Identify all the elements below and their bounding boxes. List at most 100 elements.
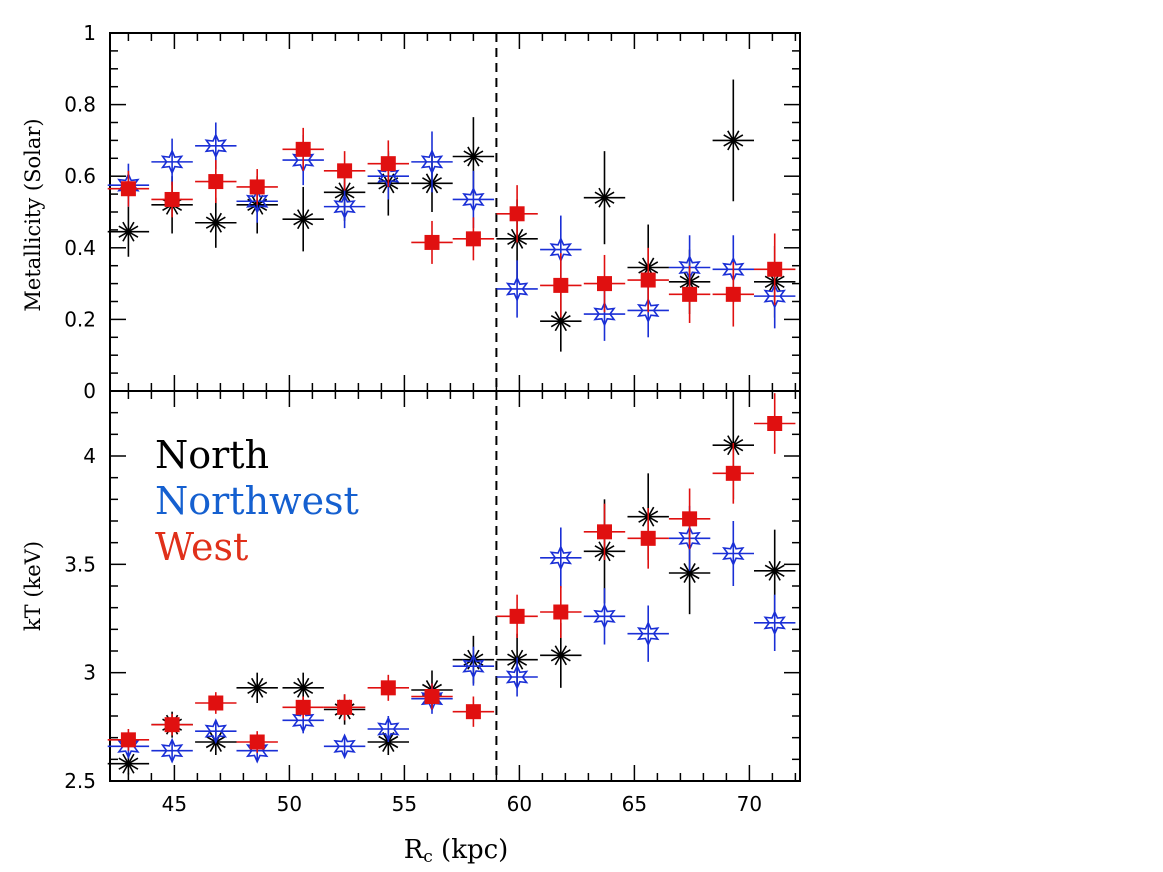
- square-marker: [597, 276, 612, 292]
- square-marker: [295, 699, 311, 715]
- x-tick-label: 55: [392, 792, 417, 816]
- bottom-point-west: [195, 692, 237, 714]
- bottom-point-west: [452, 696, 495, 727]
- star-marker: [722, 540, 745, 567]
- square-marker: [553, 277, 569, 293]
- asterisk-stroke: [251, 677, 264, 698]
- top-series-north: [107, 79, 796, 352]
- legend-entry-northwest: Northwest: [155, 479, 359, 523]
- top-point-north: [282, 186, 324, 252]
- bottom-x-ticks: [127, 391, 797, 781]
- x-axis-label: Rc (kpc): [404, 835, 509, 867]
- top-point-northwest: [411, 131, 453, 193]
- top-frame: [109, 32, 801, 392]
- square-marker: [509, 608, 525, 624]
- star-marker: [505, 664, 529, 690]
- asterisk-stroke: [209, 212, 222, 233]
- bottom-point-west: [496, 594, 538, 638]
- x-axis-label-sub: c: [423, 847, 433, 867]
- bottom-point-west: [151, 713, 193, 736]
- x-axis-label-main: R: [404, 835, 425, 865]
- star-marker: [204, 132, 228, 159]
- bottom-point-west: [323, 694, 366, 721]
- asterisk-stroke: [297, 677, 310, 698]
- top-series-northwest: [107, 122, 796, 341]
- square-marker: [380, 156, 396, 172]
- square-marker: [725, 465, 741, 481]
- square-marker: [424, 234, 440, 250]
- square-marker: [337, 163, 353, 179]
- legend-entry-west: West: [155, 525, 248, 569]
- star-marker: [377, 163, 400, 190]
- square-marker: [249, 179, 265, 195]
- asterisk-stroke: [122, 221, 135, 242]
- x-tick-label: 50: [277, 792, 302, 816]
- legend: North Northwest West: [155, 433, 359, 569]
- bottom-point-northwest: [540, 527, 582, 589]
- bottom-y-tick-label: 2.5: [64, 769, 96, 793]
- square-marker: [120, 181, 136, 197]
- bottom-point-west: [627, 508, 669, 569]
- asterisk-stroke: [554, 645, 567, 666]
- square-marker: [164, 717, 180, 733]
- bottom-point-northwest: [323, 733, 366, 760]
- bottom-point-west: [540, 586, 582, 638]
- star-marker: [505, 275, 529, 302]
- top-point-west: [583, 254, 626, 313]
- asterisk-stroke: [768, 560, 781, 581]
- top-y-tick-label: 0.6: [64, 164, 96, 188]
- top-point-west: [452, 217, 495, 261]
- bottom-y-tick-label: 4: [83, 444, 96, 468]
- square-marker: [120, 732, 136, 748]
- asterisk-stroke: [467, 146, 480, 167]
- x-tick-label: 45: [162, 792, 187, 816]
- asterisk-stroke: [598, 187, 611, 208]
- top-point-north: [583, 151, 626, 245]
- top-point-west: [496, 185, 538, 243]
- star-marker: [593, 603, 616, 630]
- bottom-y-tick-label: 3: [83, 661, 96, 685]
- star-marker: [462, 186, 485, 213]
- square-marker: [337, 699, 353, 715]
- star-marker: [593, 301, 616, 328]
- bottom-point-northwest: [754, 594, 796, 651]
- top-y-tick-label: 1: [83, 21, 96, 45]
- top-point-west: [151, 181, 193, 218]
- bottom-y-tick-label: 3.5: [64, 552, 96, 576]
- bottom-point-north: [668, 531, 711, 615]
- top-y-tick-label: 0: [83, 379, 96, 403]
- top-point-west: [712, 262, 754, 327]
- star-marker: [462, 653, 485, 680]
- top-point-west: [627, 247, 669, 313]
- star-marker: [420, 685, 444, 712]
- square-marker: [597, 524, 612, 540]
- star-marker: [291, 147, 315, 174]
- star-marker: [291, 707, 315, 734]
- bottom-series-west: [107, 393, 796, 753]
- top-point-west: [107, 170, 150, 207]
- top-point-west: [411, 220, 453, 264]
- bottom-point-west: [367, 674, 409, 701]
- star-marker: [160, 737, 184, 764]
- bottom-point-north: [236, 672, 278, 703]
- top-y-axis-label: Metallicity (Solar): [21, 118, 45, 311]
- square-marker: [767, 416, 783, 431]
- star-marker: [377, 716, 400, 742]
- bottom-point-northwest: [496, 657, 538, 697]
- bottom-point-west: [668, 488, 711, 550]
- bottom-point-northwest: [195, 718, 237, 745]
- bottom-point-north: [754, 529, 796, 612]
- square-marker: [295, 141, 311, 157]
- star-marker: [204, 718, 228, 745]
- star-marker: [636, 297, 660, 324]
- square-marker: [424, 689, 440, 704]
- x-tick-label: 65: [622, 792, 647, 816]
- star-marker: [678, 525, 701, 552]
- square-marker: [725, 286, 741, 302]
- legend-entry-north: North: [155, 433, 269, 477]
- bottom-point-west: [236, 731, 278, 753]
- top-point-northwest: [151, 138, 193, 186]
- square-marker: [640, 530, 656, 546]
- x-tick-label: 60: [507, 792, 532, 816]
- top-point-northwest: [323, 185, 366, 229]
